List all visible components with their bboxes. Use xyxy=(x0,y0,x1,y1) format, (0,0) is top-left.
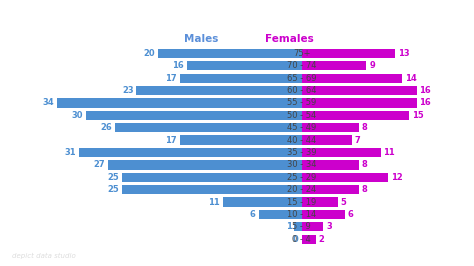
Bar xyxy=(108,160,301,169)
Text: 34: 34 xyxy=(43,98,55,107)
Bar xyxy=(122,185,301,194)
Text: 11: 11 xyxy=(383,148,395,157)
Bar xyxy=(301,111,410,120)
Text: 15: 15 xyxy=(412,111,424,120)
Text: 55 - 59: 55 - 59 xyxy=(287,98,316,107)
Text: 50 - 54: 50 - 54 xyxy=(287,111,316,120)
Text: Males: Males xyxy=(183,34,218,44)
Text: 25: 25 xyxy=(108,185,119,194)
Bar xyxy=(301,210,345,219)
Bar xyxy=(301,222,323,231)
Text: 9: 9 xyxy=(369,61,375,70)
Text: 16: 16 xyxy=(419,98,431,107)
Bar xyxy=(301,135,352,145)
Text: 30 - 34: 30 - 34 xyxy=(287,160,316,169)
Bar xyxy=(180,135,301,145)
Text: 2: 2 xyxy=(319,235,325,244)
Bar xyxy=(115,123,301,132)
Bar xyxy=(301,160,359,169)
Bar xyxy=(301,197,337,207)
Bar xyxy=(301,49,395,58)
Bar xyxy=(301,98,417,107)
Text: 40 - 44: 40 - 44 xyxy=(287,136,316,145)
Bar xyxy=(301,148,381,157)
Text: 17: 17 xyxy=(165,136,177,145)
Bar xyxy=(301,86,417,95)
Text: 6: 6 xyxy=(347,210,354,219)
Text: 1: 1 xyxy=(286,222,292,231)
Text: 7: 7 xyxy=(355,136,361,145)
Text: 13: 13 xyxy=(398,49,410,58)
Bar xyxy=(79,148,301,157)
Text: 5 - 9: 5 - 9 xyxy=(292,222,311,231)
Bar xyxy=(301,235,316,244)
Text: 35 - 39: 35 - 39 xyxy=(287,148,316,157)
Text: 20: 20 xyxy=(144,49,155,58)
Text: 26: 26 xyxy=(100,123,112,132)
Bar xyxy=(301,123,359,132)
Text: Females: Females xyxy=(265,34,314,44)
Bar xyxy=(137,86,301,95)
Text: 8: 8 xyxy=(362,160,368,169)
Bar xyxy=(301,185,359,194)
Text: 0: 0 xyxy=(293,235,299,244)
Text: 6: 6 xyxy=(250,210,255,219)
Text: 60 - 64: 60 - 64 xyxy=(287,86,316,95)
Bar xyxy=(158,49,301,58)
Bar xyxy=(301,173,388,182)
Text: 3: 3 xyxy=(326,222,332,231)
Text: 11: 11 xyxy=(208,198,220,207)
Text: 20 - 24: 20 - 24 xyxy=(287,185,316,194)
Text: 70 - 74: 70 - 74 xyxy=(287,61,316,70)
Text: 16: 16 xyxy=(172,61,184,70)
Bar xyxy=(57,98,301,107)
Text: 8: 8 xyxy=(362,185,368,194)
Text: 31: 31 xyxy=(64,148,76,157)
Text: 75+: 75+ xyxy=(293,49,310,58)
Text: 12: 12 xyxy=(391,173,402,182)
Text: 0 - 4: 0 - 4 xyxy=(292,235,311,244)
Text: 16: 16 xyxy=(419,86,431,95)
Text: 10 - 14: 10 - 14 xyxy=(287,210,316,219)
Text: 23: 23 xyxy=(122,86,134,95)
Bar xyxy=(294,222,301,231)
Text: 14: 14 xyxy=(405,74,417,83)
Text: 25: 25 xyxy=(108,173,119,182)
Bar xyxy=(187,61,301,70)
Text: 65 - 69: 65 - 69 xyxy=(287,74,316,83)
Text: New Diagnoses by Age and Sex: New Diagnoses by Age and Sex xyxy=(12,9,306,27)
Text: 27: 27 xyxy=(93,160,105,169)
Text: 30: 30 xyxy=(72,111,83,120)
Text: 8: 8 xyxy=(362,123,368,132)
Bar xyxy=(301,73,402,83)
Text: 45 - 49: 45 - 49 xyxy=(287,123,316,132)
Text: 25 - 29: 25 - 29 xyxy=(287,173,316,182)
Bar xyxy=(86,111,301,120)
Text: 15 - 19: 15 - 19 xyxy=(287,198,316,207)
Text: 5: 5 xyxy=(340,198,346,207)
Bar xyxy=(301,61,366,70)
Bar xyxy=(122,173,301,182)
Bar xyxy=(180,73,301,83)
Text: 17: 17 xyxy=(165,74,177,83)
Bar xyxy=(258,210,301,219)
Text: depict data studio: depict data studio xyxy=(12,253,75,259)
Bar xyxy=(223,197,301,207)
